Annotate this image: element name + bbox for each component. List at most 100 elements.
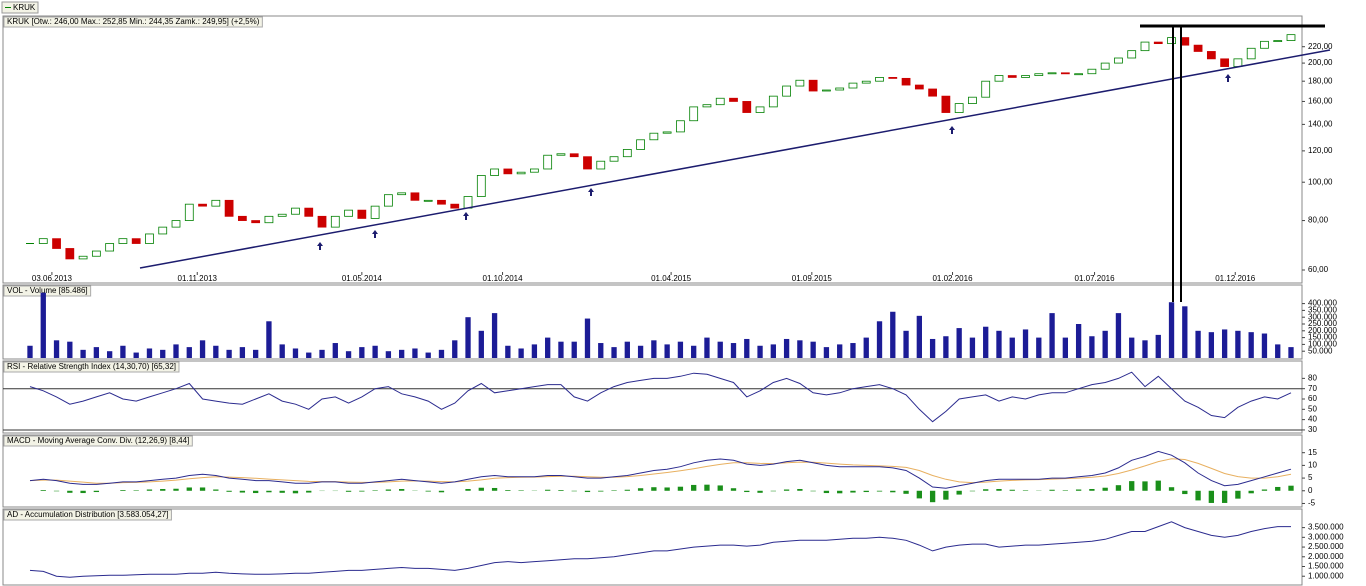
volume-bar: [969, 337, 976, 358]
volume-bar: [505, 345, 511, 358]
volume-bar: [1129, 337, 1135, 358]
y-tick-label: 40: [1308, 415, 1317, 424]
y-tick-label: 50: [1308, 404, 1317, 413]
volume-bar: [345, 351, 352, 358]
histogram-bar: [279, 490, 285, 493]
histogram-bar: [704, 484, 710, 491]
indicator-line: [29, 521, 1291, 578]
candle: [198, 203, 207, 207]
histogram-bar: [252, 490, 259, 494]
y-tick-label: -5: [1308, 499, 1316, 508]
candle: [583, 156, 592, 170]
histogram-bar: [213, 489, 219, 491]
candle: [490, 168, 499, 176]
y-tick-label: 50.000: [1308, 346, 1333, 355]
macd-line: [29, 450, 1292, 489]
y-tick-label: 1.000.000: [1308, 571, 1344, 580]
histogram-bar: [850, 490, 856, 493]
histogram-bar: [1182, 490, 1188, 495]
volume-bar: [744, 338, 750, 358]
volume-bar: [757, 345, 763, 358]
histogram-bar: [53, 490, 60, 492]
volume-bar: [637, 345, 644, 358]
x-tick-label: 01.04.2015: [651, 274, 692, 283]
candle: [768, 95, 778, 108]
x-tick-label: 01.09.2015: [792, 274, 833, 283]
histogram-bar: [890, 490, 896, 493]
histogram-bar: [1155, 480, 1161, 491]
candle: [530, 168, 539, 173]
candle: [609, 156, 619, 162]
volume-bar: [558, 341, 564, 358]
y-tick-label: 120,00: [1308, 146, 1333, 155]
candle: [1127, 50, 1137, 59]
y-tick-label: 60,00: [1308, 265, 1329, 274]
histogram-bar: [160, 488, 166, 491]
candle: [184, 203, 194, 221]
volume-bar: [863, 337, 869, 358]
histogram-bar: [345, 490, 352, 492]
histogram-bar: [598, 490, 604, 492]
candle: [211, 199, 221, 207]
x-tick-label: 01.07.2016: [1075, 274, 1116, 283]
volume-bar: [916, 315, 922, 358]
candle: [264, 215, 274, 224]
volume-bar: [1288, 347, 1294, 358]
histogram-bar: [611, 490, 617, 491]
volume-bar: [1009, 337, 1015, 358]
y-tick-label: 220,00: [1308, 42, 1333, 51]
candle: [1034, 73, 1044, 76]
candle: [1021, 75, 1030, 78]
histogram-bar: [1275, 486, 1281, 491]
y-tick-label: 100,00: [1308, 177, 1333, 186]
y-tick-label: 140,00: [1308, 119, 1333, 128]
panel-title: AD - Accumulation Distribution [3.583.05…: [7, 510, 168, 519]
candle: [1220, 58, 1230, 67]
histogram-bar: [916, 490, 922, 499]
histogram-bar: [306, 490, 312, 493]
panel-frame: [2, 434, 1303, 508]
volume-bar: [199, 340, 206, 358]
y-tick-label: 160,00: [1308, 97, 1333, 106]
histogram-bar: [478, 487, 484, 491]
panel-title-box: [3, 361, 180, 373]
y-tick-label: 250.000: [1308, 319, 1337, 328]
histogram-bar: [1009, 489, 1015, 491]
candle: [928, 88, 937, 97]
volume-bar: [213, 345, 219, 358]
volume-bar: [584, 318, 591, 358]
volume-bar: [1102, 330, 1108, 358]
volume-bar: [266, 321, 272, 358]
histogram-bar: [465, 488, 471, 491]
volume-bar: [146, 348, 153, 358]
candle: [941, 95, 951, 113]
histogram-bar: [186, 487, 192, 491]
candle: [317, 215, 327, 228]
candle: [875, 77, 884, 82]
histogram-bar: [292, 490, 299, 494]
histogram-bar: [1221, 490, 1228, 503]
volume-bar: [797, 340, 803, 358]
histogram-bar: [385, 489, 392, 491]
candle: [981, 80, 991, 98]
candle: [596, 160, 606, 170]
histogram-bar: [399, 488, 405, 491]
candle: [118, 238, 128, 244]
candle: [1140, 41, 1150, 52]
volume-bar: [1115, 313, 1122, 358]
candle: [822, 89, 831, 92]
y-tick-label: 70: [1308, 384, 1317, 393]
candle: [91, 250, 101, 257]
volume-bar: [903, 330, 909, 358]
volume-bar: [279, 344, 285, 358]
candle: [1153, 41, 1163, 45]
candle: [237, 215, 247, 221]
histogram-bar: [969, 490, 976, 492]
candle: [304, 207, 314, 217]
volume-bar: [1182, 306, 1188, 358]
volume-bar: [53, 340, 60, 358]
candle: [397, 192, 407, 196]
y-tick-label: 300.000: [1308, 312, 1337, 321]
candle: [277, 213, 287, 217]
volume-bar: [372, 345, 378, 358]
